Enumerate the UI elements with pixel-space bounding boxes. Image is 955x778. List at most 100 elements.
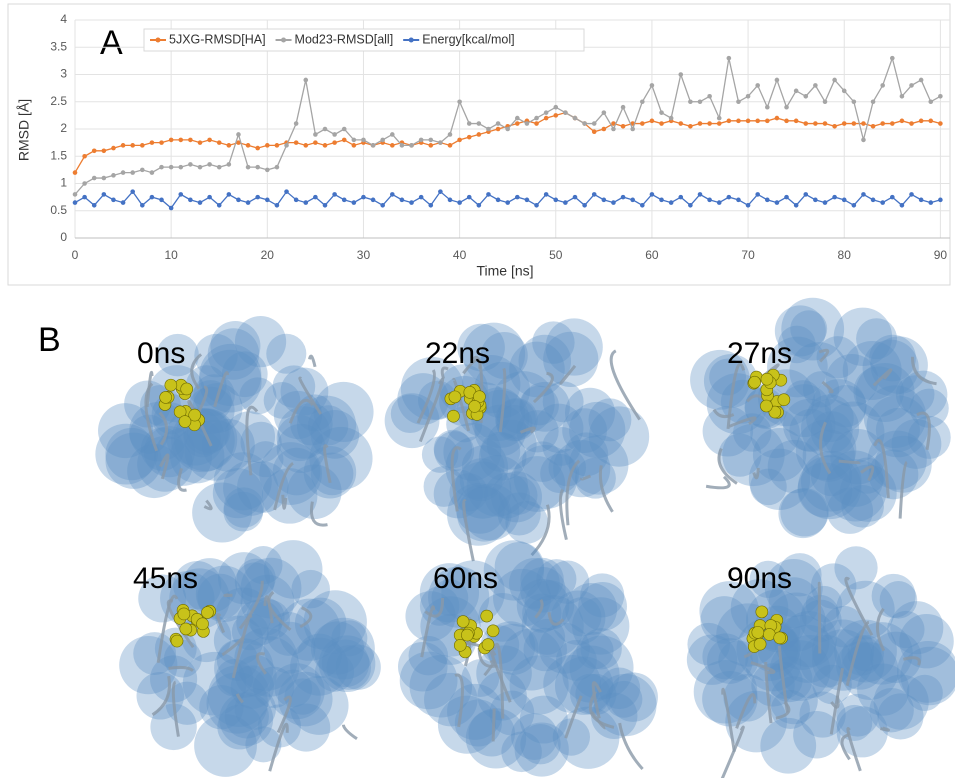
ribbon — [873, 438, 890, 499]
data-point — [890, 121, 895, 126]
data-point — [591, 192, 597, 197]
data-point — [822, 200, 828, 205]
surface — [874, 435, 932, 493]
data-point — [255, 145, 260, 151]
surface — [290, 403, 333, 446]
data-point — [861, 192, 866, 197]
surface — [462, 322, 526, 386]
data-point — [765, 118, 770, 124]
data-point — [130, 189, 135, 194]
surface — [542, 427, 582, 466]
data-point — [515, 121, 520, 126]
surface — [871, 573, 916, 618]
surface — [234, 688, 276, 730]
x-axis-title: Time [ns] — [476, 263, 533, 279]
legend-label: 5JXG-RMSD[HA] — [169, 32, 266, 46]
surface — [274, 669, 313, 708]
data-point — [697, 121, 703, 126]
surface — [555, 639, 597, 681]
ribbon — [717, 447, 738, 485]
surface — [769, 676, 818, 725]
data-point — [284, 143, 289, 148]
surface — [869, 687, 914, 733]
ribbon — [598, 465, 614, 513]
surface — [778, 634, 842, 699]
data-point — [630, 197, 635, 203]
surface — [290, 637, 349, 696]
surface — [223, 460, 279, 516]
data-point — [784, 194, 789, 200]
data-point — [659, 197, 664, 203]
surface — [542, 381, 584, 423]
data-point — [620, 194, 626, 200]
surface — [473, 361, 531, 419]
data-point — [159, 164, 164, 170]
data-point — [351, 137, 357, 143]
surface — [483, 540, 545, 601]
data-point — [313, 194, 318, 200]
surface — [895, 375, 935, 414]
surface — [598, 667, 641, 710]
data-point — [726, 194, 732, 200]
surface — [822, 605, 865, 648]
surface — [778, 624, 837, 683]
y-axis-title: RMSD [Å] — [16, 99, 32, 161]
ribbon — [418, 377, 445, 443]
surface — [836, 693, 880, 737]
data-point — [399, 197, 405, 203]
surface — [543, 331, 599, 387]
data-point — [611, 121, 616, 126]
ribbon — [462, 358, 482, 375]
ligand — [170, 634, 184, 648]
data-point — [918, 118, 924, 124]
ribbon — [591, 681, 602, 719]
data-point — [265, 143, 270, 148]
data-point — [803, 121, 809, 126]
surface — [433, 469, 483, 519]
surface — [811, 619, 875, 682]
data-point — [447, 132, 453, 137]
surface — [277, 671, 333, 727]
y-tick-label: 1 — [60, 176, 67, 190]
ribbon — [580, 474, 592, 481]
surface — [136, 672, 185, 720]
ribbon — [838, 459, 861, 465]
data-point — [351, 200, 357, 205]
x-tick-label: 10 — [164, 248, 178, 262]
ribbon — [177, 467, 187, 492]
surface — [310, 410, 360, 459]
ribbon — [764, 662, 773, 724]
surface — [297, 633, 342, 679]
protein-snapshot — [398, 540, 658, 777]
surface — [562, 408, 608, 454]
ligand — [456, 615, 470, 628]
surface — [509, 456, 566, 512]
data-point — [293, 197, 299, 203]
data-point — [755, 118, 760, 124]
data-point — [380, 137, 385, 143]
data-point — [803, 192, 809, 197]
series-line — [74, 190, 941, 209]
data-point — [601, 110, 607, 115]
data-point — [149, 194, 155, 200]
data-point — [178, 137, 184, 143]
surface — [199, 343, 262, 406]
data-point — [216, 203, 222, 208]
surface — [459, 458, 503, 502]
surface — [548, 448, 587, 487]
data-point — [361, 194, 366, 200]
ribbon — [721, 687, 736, 752]
ribbon — [902, 656, 921, 666]
surface — [441, 560, 505, 624]
surface — [318, 635, 376, 693]
ribbon — [821, 380, 834, 394]
legend-swatch — [281, 37, 287, 43]
surface — [198, 349, 262, 413]
surface — [129, 401, 189, 462]
data-point — [207, 137, 212, 143]
data-point — [736, 118, 741, 124]
data-point — [476, 132, 482, 137]
surface — [797, 462, 853, 518]
surface — [276, 423, 326, 473]
data-point — [736, 99, 741, 105]
